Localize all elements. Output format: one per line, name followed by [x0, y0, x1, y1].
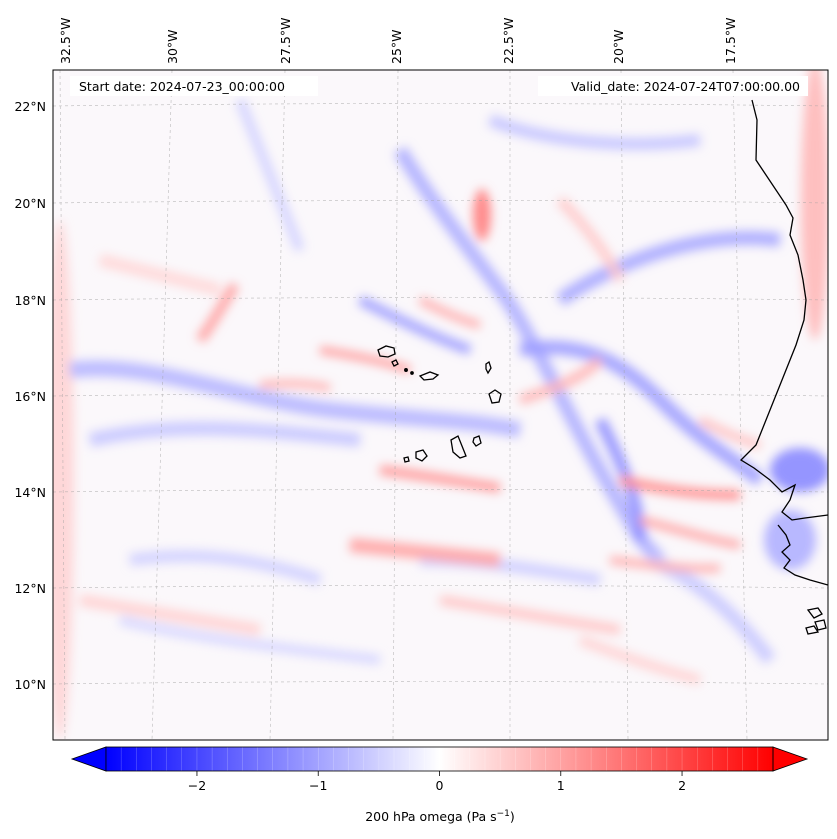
cape-verde-islet: [410, 371, 414, 375]
cape-verde-island-santo-antao: [377, 345, 396, 358]
cape-verde-island-fogo: [415, 449, 428, 462]
colorbar-tick-label: 0: [436, 778, 444, 793]
map-background: [53, 70, 828, 740]
lon-label: 25°W: [389, 29, 404, 64]
cape-verde-islet: [404, 368, 408, 372]
lat-label: 16°N: [14, 389, 46, 404]
omega-field: [53, 70, 828, 740]
lon-label: 20°W: [611, 29, 626, 64]
africa-coastline-south: [777, 524, 828, 586]
cape-verde-island-maio: [472, 435, 482, 447]
start-date-text: Start date: 2024-07-23_00:00:00: [79, 79, 285, 94]
colorbar-ticks: −2 −1 0 1 2: [188, 771, 686, 793]
colorbar-label-close: ): [510, 809, 515, 824]
lon-label: 22.5°W: [501, 18, 516, 64]
lat-label: 20°N: [14, 196, 46, 211]
bijagos-islands: [805, 607, 827, 635]
colorbar-tick-label: −1: [309, 778, 327, 793]
colorbar-label-main: 200 hPa omega (Pa s: [365, 809, 496, 824]
gridlines: [53, 70, 828, 740]
colorbar-extend-min: [70, 746, 107, 772]
colorbar-tick-label: 2: [678, 778, 686, 793]
cape-verde-island-boa-vista: [488, 389, 502, 404]
lon-label: 32.5°W: [58, 18, 73, 64]
colorbar-label-exponent: −1: [497, 809, 510, 819]
lat-label: 10°N: [14, 677, 46, 692]
lon-label: 30°W: [165, 29, 180, 64]
colorbar-tick-label: 1: [557, 778, 565, 793]
coastlines: [377, 99, 828, 635]
lon-label: 27.5°W: [278, 18, 293, 64]
lon-label: 17.5°W: [723, 18, 738, 64]
colorbar-label: 200 hPa omega (Pa s−1): [365, 809, 515, 824]
lat-label: 22°N: [14, 99, 46, 114]
map-panel: Start date: 2024-07-23_00:00:00 Valid_da…: [52, 69, 829, 741]
colorbar: −2 −1 0 1 2 200 hPa omega (Pa s−1): [70, 746, 809, 824]
africa-coastline: [739, 99, 828, 521]
colorbar-steps: [120, 747, 759, 771]
cape-verde-island-sal: [485, 360, 492, 375]
start-date-box: [70, 76, 318, 96]
lat-label: 14°N: [14, 485, 46, 500]
map-frame: [52, 69, 829, 741]
cape-verde-island-santiago: [450, 435, 467, 459]
longitude-labels: 32.5°W 30°W 27.5°W 25°W 22.5°W 20°W 17.5…: [58, 18, 738, 64]
lat-label: 12°N: [14, 581, 46, 596]
lat-label: 18°N: [14, 293, 46, 308]
colorbar-extend-max: [772, 746, 809, 772]
cape-verde-island-sao-nicolau: [418, 371, 440, 381]
cape-verde-island-sao-vicente: [391, 359, 399, 367]
cape-verde-island-brava: [403, 456, 410, 463]
valid-date-box: [538, 76, 808, 96]
valid-date-text: Valid_date: 2024-07-24T07:00:00.00: [571, 79, 800, 94]
latitude-labels: 22°N 20°N 18°N 16°N 14°N 12°N 10°N: [14, 99, 46, 692]
colorbar-tick-label: −2: [188, 778, 206, 793]
